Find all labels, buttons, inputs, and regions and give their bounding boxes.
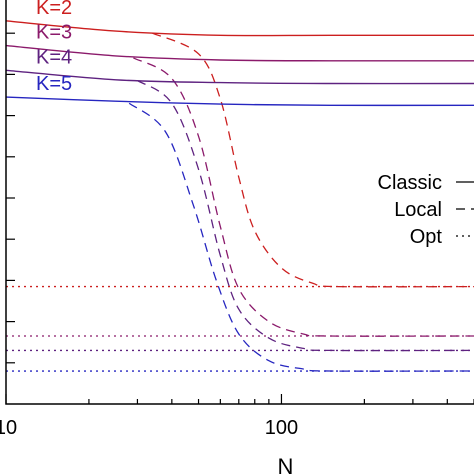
classic-line-k3: [5, 44, 474, 62]
classic-line-k2: [5, 20, 474, 37]
legend-label-classic: Classic: [378, 172, 442, 194]
x-axis-ticks: 10 100: [0, 394, 474, 439]
legend-label-local: Local: [394, 199, 442, 221]
x-tick-label: 10: [0, 417, 17, 439]
legend-label-opt: Opt: [410, 226, 443, 248]
x-axis-label: N: [278, 454, 294, 474]
classic-line-k4: [5, 69, 474, 85]
local-line-k3: [133, 57, 474, 337]
local-line-k2: [152, 32, 474, 288]
series-label-k3: K=3: [36, 22, 72, 44]
classic-line-k5: [5, 96, 474, 107]
local-line-k5: [128, 102, 474, 372]
legend: Classic Local Opt: [378, 172, 474, 248]
y-axis-ticks: [6, 32, 15, 364]
x-tick-label: 100: [265, 417, 298, 439]
series-layer: [5, 20, 474, 372]
series-label-k4: K=4: [36, 46, 72, 68]
series-label-k5: K=5: [36, 73, 72, 95]
local-line-k4: [137, 80, 474, 352]
series-labels: K=2 K=3K=4 K=5: [36, 0, 72, 95]
series-label-k2: K=2: [36, 0, 72, 19]
